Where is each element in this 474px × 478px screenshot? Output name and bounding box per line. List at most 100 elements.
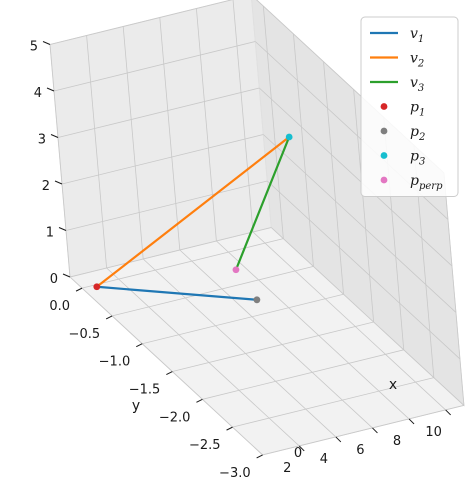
y-tick [166,371,173,375]
gridline-x-floor [216,240,410,420]
x-tick [445,409,451,416]
gridline-x-floor [69,276,263,456]
y-tick [105,315,113,320]
gridlines [49,0,465,456]
series-point-p2 [253,296,261,304]
x-tick [298,445,305,452]
legend-box [360,16,459,197]
legend-entry-v2: v2 [410,51,424,70]
y-tick [136,343,143,348]
legend-swatch-point [380,152,388,159]
gridline-y-floor [142,293,344,345]
gridline-x-floor [179,249,373,429]
gridline-z-side [259,87,453,267]
gridline-z-back [69,227,272,278]
gridline-y-floor [172,321,374,372]
legend-entry-p1: p1 [410,100,425,119]
z-tick [42,41,51,45]
gridline-x-wall [159,17,181,251]
gridline-y-wall [353,89,375,323]
gridline-x-wall [49,44,71,278]
gridline-z-side [263,134,457,313]
gridline-x-wall [86,35,107,269]
gridline-x-floor [106,267,300,447]
y-tick [256,454,263,459]
x-tick [372,427,378,434]
x-axis-label: x [389,377,397,393]
x-tick-label: 2 [283,461,291,476]
y-tick-label: 0.0 [49,299,70,314]
series-line-v3 [234,135,291,271]
z-tick [50,134,59,138]
gridline-x-floor [142,258,337,438]
gridline-x-floor [252,231,446,411]
gridline-y-wall [293,33,314,267]
z-tick-label: 4 [34,86,42,101]
gridline-y-wall [323,61,344,295]
legend-swatch-point [380,127,388,135]
series-point-p1 [93,283,101,291]
series-point-pperp [232,266,240,274]
z-tick-label: 0 [50,272,58,287]
y-tick [226,426,233,431]
gridline-z-back [53,41,256,92]
y-tick-label: −3.0 [219,466,251,478]
axis-labels: xy [132,377,397,414]
gridline-y-floor [232,377,434,428]
y-tick-label: −1.5 [129,383,161,398]
gridline-y-floor [202,349,404,400]
z-tick-label: 3 [38,133,46,148]
y-tick-label: −2.0 [159,410,191,425]
gridline-y-floor [112,266,314,317]
series-line-v1 [95,285,258,301]
y-tick [196,398,203,403]
legend-entry-p2: p2 [410,124,425,143]
gridline-z-side [267,180,461,360]
gridline-x-wall [196,8,217,242]
z-tick [54,180,63,185]
gridline-y-floor [262,405,465,456]
axes-panes [49,0,465,456]
x-tick-label: 8 [393,434,401,449]
legend-swatch-point [380,103,388,110]
gridline-y-wall [262,6,284,239]
y-tick [75,287,83,292]
gridline-z-back [65,180,268,231]
legend-entry-pperp: pperp [410,173,443,192]
x-tick [408,418,415,425]
gridline-z-back [57,87,260,138]
legend-swatch-point [380,176,388,184]
gridline-x-wall [122,26,144,260]
gridline-z-back [49,0,233,45]
z-tick [46,87,55,92]
x-tick-label-zero: 0 [294,446,302,461]
z-tick [62,273,71,278]
gridline-y-wall [443,172,465,406]
legend: v1 v2 v3 p1 p2 p3 pperp [360,16,459,197]
x-tick [335,436,342,443]
z-tick-label: 5 [30,40,38,55]
z-tick [58,227,67,231]
y-tick-label: −2.5 [189,438,221,453]
x-tick-label: 4 [320,452,328,467]
legend-entry-v1: v1 [410,26,424,45]
y-tick-label: −0.5 [69,327,101,342]
gridline-x-wall [232,0,254,233]
y-axis-label: y [132,398,140,414]
series-line-v2 [95,135,291,288]
data-series [93,133,293,304]
x-tick-label: 6 [356,443,364,458]
gridline-z-side [271,227,465,406]
legend-entry-v3: v3 [410,75,424,94]
gridline-z-back [61,134,264,185]
z-tick-label: 1 [46,226,54,241]
y-tick-label: −1.0 [99,355,131,370]
x-tick-label: 10 [425,425,442,440]
z-tick-label: 2 [42,179,50,194]
gridline-y-floor [81,238,284,289]
legend-entry-p3: p3 [410,149,425,168]
series-point-p3 [285,133,293,141]
